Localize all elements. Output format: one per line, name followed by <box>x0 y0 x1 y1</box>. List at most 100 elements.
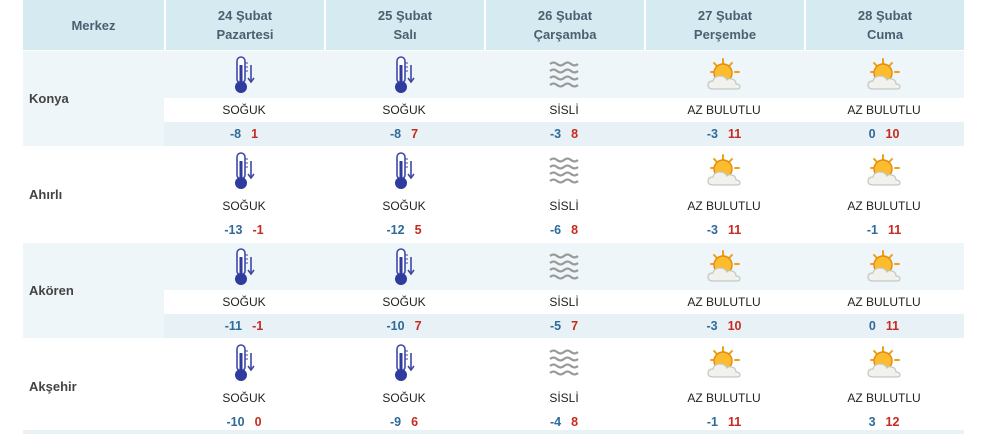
day-weekday: Salı <box>393 27 417 42</box>
condition-label: AZ BULUTLU <box>804 194 964 218</box>
fog-icon <box>484 51 644 98</box>
city-row: Konya SOĞUK -8 1 SOĞUK -8 7 SİSLİ -3 8 AZ BULUTLU -… <box>23 50 964 146</box>
condition-label: AZ BULUTLU <box>804 98 964 122</box>
condition-label: AZ BULUTLU <box>804 386 964 410</box>
header-day-2: 25 Şubat Salı <box>324 0 484 50</box>
thermometer-icon <box>324 147 484 194</box>
table-header: Merkez 24 Şubat Pazartesi 25 Şubat Salı … <box>23 0 964 50</box>
day-forecast-cell: AZ BULUTLU -1 11 <box>644 339 804 434</box>
day-forecast-cell: SOĞUK -12 5 <box>324 147 484 242</box>
day-forecast-cell: SİSLİ -4 8 <box>484 339 644 434</box>
condition-label: AZ BULUTLU <box>804 290 964 314</box>
max-temp: 8 <box>571 415 579 429</box>
min-temp: -12 <box>386 223 405 237</box>
fog-icon <box>484 147 644 194</box>
condition-label: SOĞUK <box>164 194 324 218</box>
thermometer-icon <box>324 51 484 98</box>
min-temp: -1 <box>866 223 878 237</box>
temperature-range: -8 7 <box>324 122 484 146</box>
condition-label: SOĞUK <box>324 386 484 410</box>
thermometer-icon <box>164 51 324 98</box>
day-weekday: Cuma <box>866 27 904 42</box>
city-row: Akören SOĞUK -11 -1 SOĞUK -10 7 SİSLİ -5 7 AZ BULU… <box>23 242 964 338</box>
day-forecast-cell: SOĞUK -9 6 <box>324 339 484 434</box>
max-temp: 6 <box>411 415 419 429</box>
city-name: Akören <box>29 283 74 298</box>
min-temp: -4 <box>549 415 562 429</box>
day-forecast-cell: AZ BULUTLU -1 11 <box>804 147 964 242</box>
condition-label: SOĞUK <box>324 194 484 218</box>
day-date: 28 Şubat <box>857 8 913 23</box>
forecast-rows: Konya SOĞUK -8 1 SOĞUK -8 7 SİSLİ -3 8 AZ BULUTLU -… <box>23 50 964 434</box>
thermometer-icon <box>164 339 324 386</box>
min-temp: -5 <box>549 319 562 333</box>
max-temp: 8 <box>571 223 579 237</box>
header-day-3: 26 Şubat Çarşamba <box>484 0 644 50</box>
day-forecast-cell: SOĞUK -8 1 <box>164 51 324 146</box>
day-weekday: Perşembe <box>693 27 757 42</box>
forecast-table: Merkez 24 Şubat Pazartesi 25 Şubat Salı … <box>23 0 964 434</box>
day-forecast-cell: AZ BULUTLU -3 10 <box>644 243 804 338</box>
max-temp: -1 <box>252 319 264 333</box>
max-temp: 10 <box>727 319 742 333</box>
city-name: Ahırlı <box>29 187 63 202</box>
day-forecast-cell: SİSLİ -3 8 <box>484 51 644 146</box>
day-weekday: Pazartesi <box>216 27 274 42</box>
temperature-range: -10 7 <box>324 314 484 338</box>
temperature-range: 0 11 <box>804 314 964 338</box>
temperature-range: -8 1 <box>164 122 324 146</box>
city-name: Akşehir <box>29 379 77 394</box>
header-day-4: 27 Şubat Perşembe <box>644 0 804 50</box>
header-merkez: Merkez <box>23 0 164 50</box>
min-temp: 0 <box>868 319 876 333</box>
temperature-range: -11 -1 <box>164 314 324 338</box>
partly-cloudy-icon <box>644 339 804 386</box>
partly-cloudy-icon <box>644 51 804 98</box>
max-temp: 7 <box>571 319 579 333</box>
day-forecast-cell: SOĞUK -8 7 <box>324 51 484 146</box>
condition-label: AZ BULUTLU <box>644 98 804 122</box>
partly-cloudy-icon <box>644 243 804 290</box>
condition-label: AZ BULUTLU <box>644 290 804 314</box>
condition-label: AZ BULUTLU <box>644 194 804 218</box>
partly-cloudy-icon <box>804 51 964 98</box>
day-date: 24 Şubat <box>217 8 273 23</box>
temperature-range: 0 10 <box>804 122 964 146</box>
min-temp: -6 <box>549 223 562 237</box>
max-temp: 8 <box>571 127 579 141</box>
temperature-range: -3 8 <box>484 122 644 146</box>
temperature-range: -1 11 <box>804 218 964 242</box>
merkez-label: Merkez <box>71 17 116 33</box>
thermometer-icon <box>324 243 484 290</box>
max-temp: 11 <box>727 127 742 141</box>
day-weekday: Çarşamba <box>533 27 597 42</box>
day-forecast-cell: SİSLİ -6 8 <box>484 147 644 242</box>
max-temp: 7 <box>411 127 419 141</box>
condition-label: SOĞUK <box>324 98 484 122</box>
max-temp: 0 <box>254 415 262 429</box>
temperature-range: -6 8 <box>484 218 644 242</box>
min-temp: -9 <box>389 415 402 429</box>
day-date: 25 Şubat <box>377 8 433 23</box>
min-temp: -3 <box>706 223 718 237</box>
day-forecast-cell: SİSLİ -5 7 <box>484 243 644 338</box>
min-temp: -3 <box>549 127 562 141</box>
max-temp: 11 <box>887 223 902 237</box>
condition-label: SİSLİ <box>484 194 644 218</box>
condition-label: AZ BULUTLU <box>644 386 804 410</box>
city-row: Ahırlı SOĞUK -13 -1 SOĞUK -12 5 SİSLİ -6 8 AZ BULU… <box>23 146 964 242</box>
max-temp: 11 <box>727 223 742 237</box>
thermometer-icon <box>164 147 324 194</box>
min-temp: 0 <box>868 127 876 141</box>
thermometer-icon <box>324 339 484 386</box>
max-temp: 11 <box>727 415 742 429</box>
thermometer-icon <box>164 243 324 290</box>
partly-cloudy-icon <box>804 339 964 386</box>
partly-cloudy-icon <box>804 243 964 290</box>
min-temp: 3 <box>868 415 876 429</box>
min-temp: -11 <box>224 319 243 333</box>
partly-cloudy-icon <box>804 147 964 194</box>
min-temp: -10 <box>226 415 245 429</box>
day-forecast-cell: SOĞUK -10 7 <box>324 243 484 338</box>
temperature-range: -3 11 <box>644 218 804 242</box>
